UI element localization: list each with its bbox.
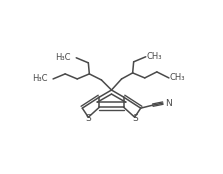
Text: H₃C: H₃C <box>55 53 71 62</box>
Text: N: N <box>165 99 172 108</box>
Text: CH₃: CH₃ <box>147 52 162 61</box>
Text: CH₃: CH₃ <box>170 73 186 82</box>
Text: S: S <box>132 114 138 123</box>
Text: S: S <box>85 114 91 123</box>
Text: H₃C: H₃C <box>32 74 47 84</box>
